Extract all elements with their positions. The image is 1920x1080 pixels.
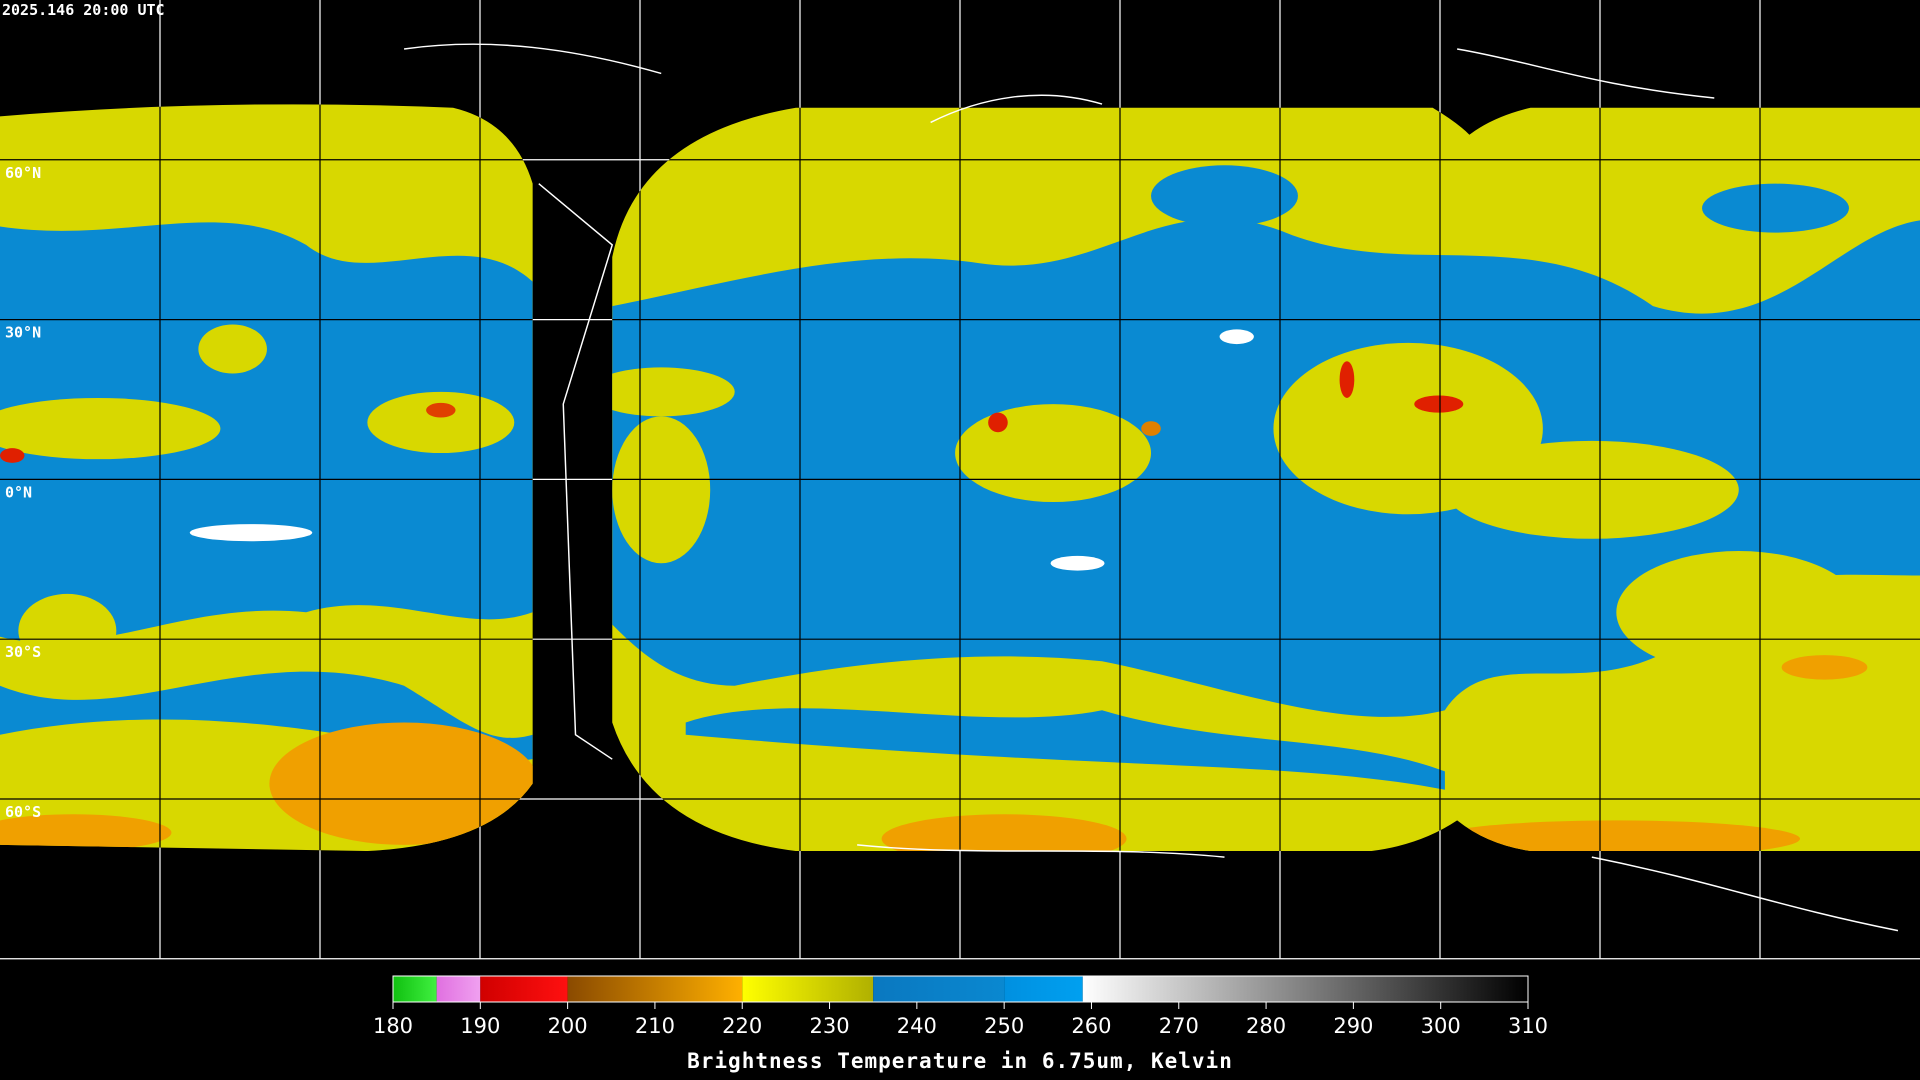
timestamp: 2025.146 20:00 UTC bbox=[2, 1, 165, 19]
colorbar-tick-label: 260 bbox=[1071, 1014, 1111, 1038]
cold-region bbox=[0, 814, 172, 852]
cold-region bbox=[1432, 820, 1801, 852]
colorbar-segment bbox=[1082, 976, 1528, 1002]
moist-region bbox=[1444, 440, 1739, 539]
colorbar-segment bbox=[567, 976, 743, 1002]
warm-spot bbox=[1219, 329, 1254, 345]
colorbar-tick-label: 290 bbox=[1333, 1014, 1373, 1038]
colorbar-frame bbox=[392, 975, 1529, 1003]
convection bbox=[0, 448, 25, 463]
moist-region bbox=[1616, 551, 1862, 674]
dry-region bbox=[1151, 165, 1298, 227]
cold-region bbox=[881, 814, 1127, 852]
colorbar-tick-label: 230 bbox=[809, 1014, 849, 1038]
colorbar-tick-label: 180 bbox=[373, 1014, 413, 1038]
dry-region bbox=[612, 218, 1920, 717]
warm-spot bbox=[189, 524, 313, 542]
dry-region bbox=[1702, 183, 1849, 233]
convection bbox=[988, 412, 1008, 433]
moist-region bbox=[955, 404, 1152, 503]
moist-region bbox=[587, 367, 735, 417]
graticule-inside bbox=[0, 0, 1920, 959]
colorbar-tick-label: 280 bbox=[1246, 1014, 1286, 1038]
cold-region bbox=[1781, 655, 1868, 680]
moist-region bbox=[612, 416, 711, 564]
colorbar-tick-label: 270 bbox=[1159, 1014, 1199, 1038]
colorbar-segment bbox=[480, 976, 568, 1002]
cold-region bbox=[269, 722, 539, 845]
colorbar-tick-label: 300 bbox=[1421, 1014, 1461, 1038]
colorbar-tick-label: 210 bbox=[635, 1014, 675, 1038]
moist-region bbox=[18, 593, 117, 668]
moist-region bbox=[198, 324, 267, 374]
colorbar-segment bbox=[873, 976, 1005, 1002]
colorbar-tick-label: 250 bbox=[984, 1014, 1024, 1038]
map bbox=[0, 0, 1920, 960]
colorbar-segment bbox=[742, 976, 874, 1002]
convection bbox=[1339, 361, 1355, 398]
colorbar: 180 190 200 210 220 230 240 250 260 270 280 290 300 3… bbox=[373, 975, 1548, 1038]
colorbar-segment bbox=[1004, 976, 1083, 1002]
coastline bbox=[403, 43, 1899, 932]
moist-region bbox=[367, 391, 515, 454]
latitude-label: 60°N bbox=[5, 164, 41, 182]
colorbar-title: Brightness Temperature in 6.75um, Kelvin bbox=[687, 1049, 1233, 1073]
latitude-label: 30°N bbox=[5, 324, 41, 342]
latitude-label: 60°S bbox=[5, 803, 41, 821]
colorbar-tick-label: 310 bbox=[1508, 1014, 1548, 1038]
latitude-label: 30°S bbox=[5, 643, 41, 661]
colorbar-tick-label: 190 bbox=[460, 1014, 500, 1038]
convection bbox=[426, 402, 456, 418]
latitude-label: 0°N bbox=[5, 483, 32, 501]
colorbar-segment bbox=[393, 976, 437, 1002]
imagery bbox=[0, 0, 1920, 959]
warm-spot bbox=[1050, 555, 1105, 571]
dry-region bbox=[685, 708, 1445, 790]
dry-region bbox=[0, 222, 533, 643]
colorbar-segment bbox=[436, 976, 481, 1002]
convection bbox=[1414, 395, 1464, 413]
colorbar-tick-label: 240 bbox=[897, 1014, 937, 1038]
moist-region bbox=[0, 397, 221, 460]
colorbar-tick-label: 220 bbox=[722, 1014, 762, 1038]
convection bbox=[1141, 421, 1161, 436]
colorbar-tick-label: 200 bbox=[548, 1014, 588, 1038]
